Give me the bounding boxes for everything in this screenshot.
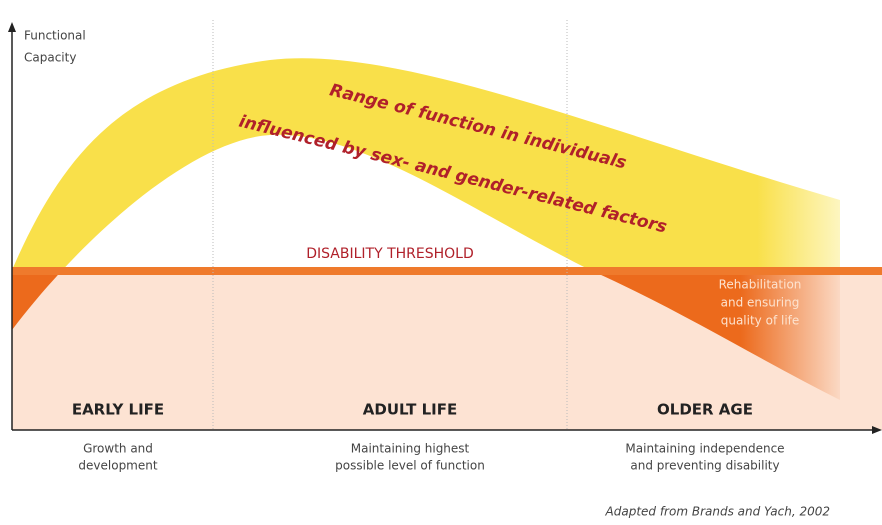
stage-caption: Growth and: [83, 442, 153, 456]
stage-caption: Maintaining independence: [625, 442, 784, 456]
rehab-label: quality of life: [721, 314, 800, 328]
y-label: Capacity: [24, 51, 76, 65]
stage-title: EARLY LIFE: [72, 401, 164, 419]
threshold-line: [12, 267, 882, 275]
stage-title: OLDER AGE: [657, 401, 753, 419]
source: Adapted from Brands and Yach, 2002: [605, 505, 830, 519]
axis-arrow: [8, 22, 16, 32]
y-label: Functional: [24, 29, 86, 43]
rehab-label: Rehabilitation: [719, 278, 802, 292]
threshold-label: DISABILITY THRESHOLD: [306, 246, 474, 262]
stage-caption: possible level of function: [335, 459, 485, 473]
stage-caption: development: [78, 459, 157, 473]
axis-arrow: [872, 426, 882, 434]
stage-caption: and preventing disability: [630, 459, 779, 473]
rehab-label: and ensuring: [721, 296, 800, 310]
function-band-below: [12, 272, 840, 400]
function-band: [12, 58, 840, 272]
stage-caption: Maintaining highest: [351, 442, 470, 456]
stage-title: ADULT LIFE: [363, 401, 457, 419]
